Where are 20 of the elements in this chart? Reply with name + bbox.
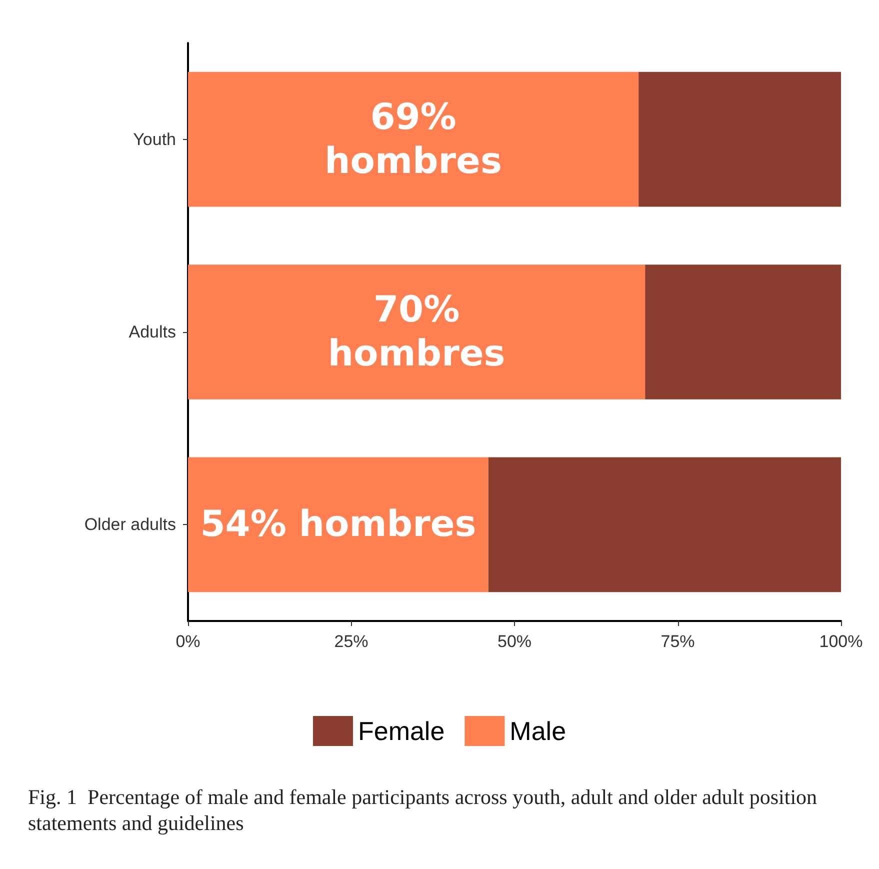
bar	[638, 72, 841, 207]
y-tick-label: Adults	[128, 322, 176, 342]
bar	[488, 457, 841, 592]
x-tick-label: 100%	[819, 632, 863, 651]
legend-label: Female	[358, 716, 445, 746]
x-tick-label: 50%	[497, 632, 532, 651]
y-tick-label: Older adults	[84, 515, 176, 534]
bar	[188, 457, 488, 592]
y-tick-label: Youth	[133, 130, 176, 149]
legend-label: Male	[510, 716, 566, 746]
bar	[645, 264, 841, 400]
x-tick-label: 25%	[334, 632, 368, 651]
bar	[188, 72, 639, 207]
caption: Fig. 1 Percentage of male and female participants across youth, adult and older adult position statements and guidelines	[28, 785, 822, 835]
x-tick-label: 0%	[176, 632, 200, 651]
annotation: 54% hombres	[200, 504, 476, 546]
x-tick-label: 75%	[660, 632, 695, 651]
annotation: 70% hombres	[328, 290, 506, 374]
bar	[188, 264, 646, 400]
annotation: 69% hombres	[324, 96, 502, 182]
